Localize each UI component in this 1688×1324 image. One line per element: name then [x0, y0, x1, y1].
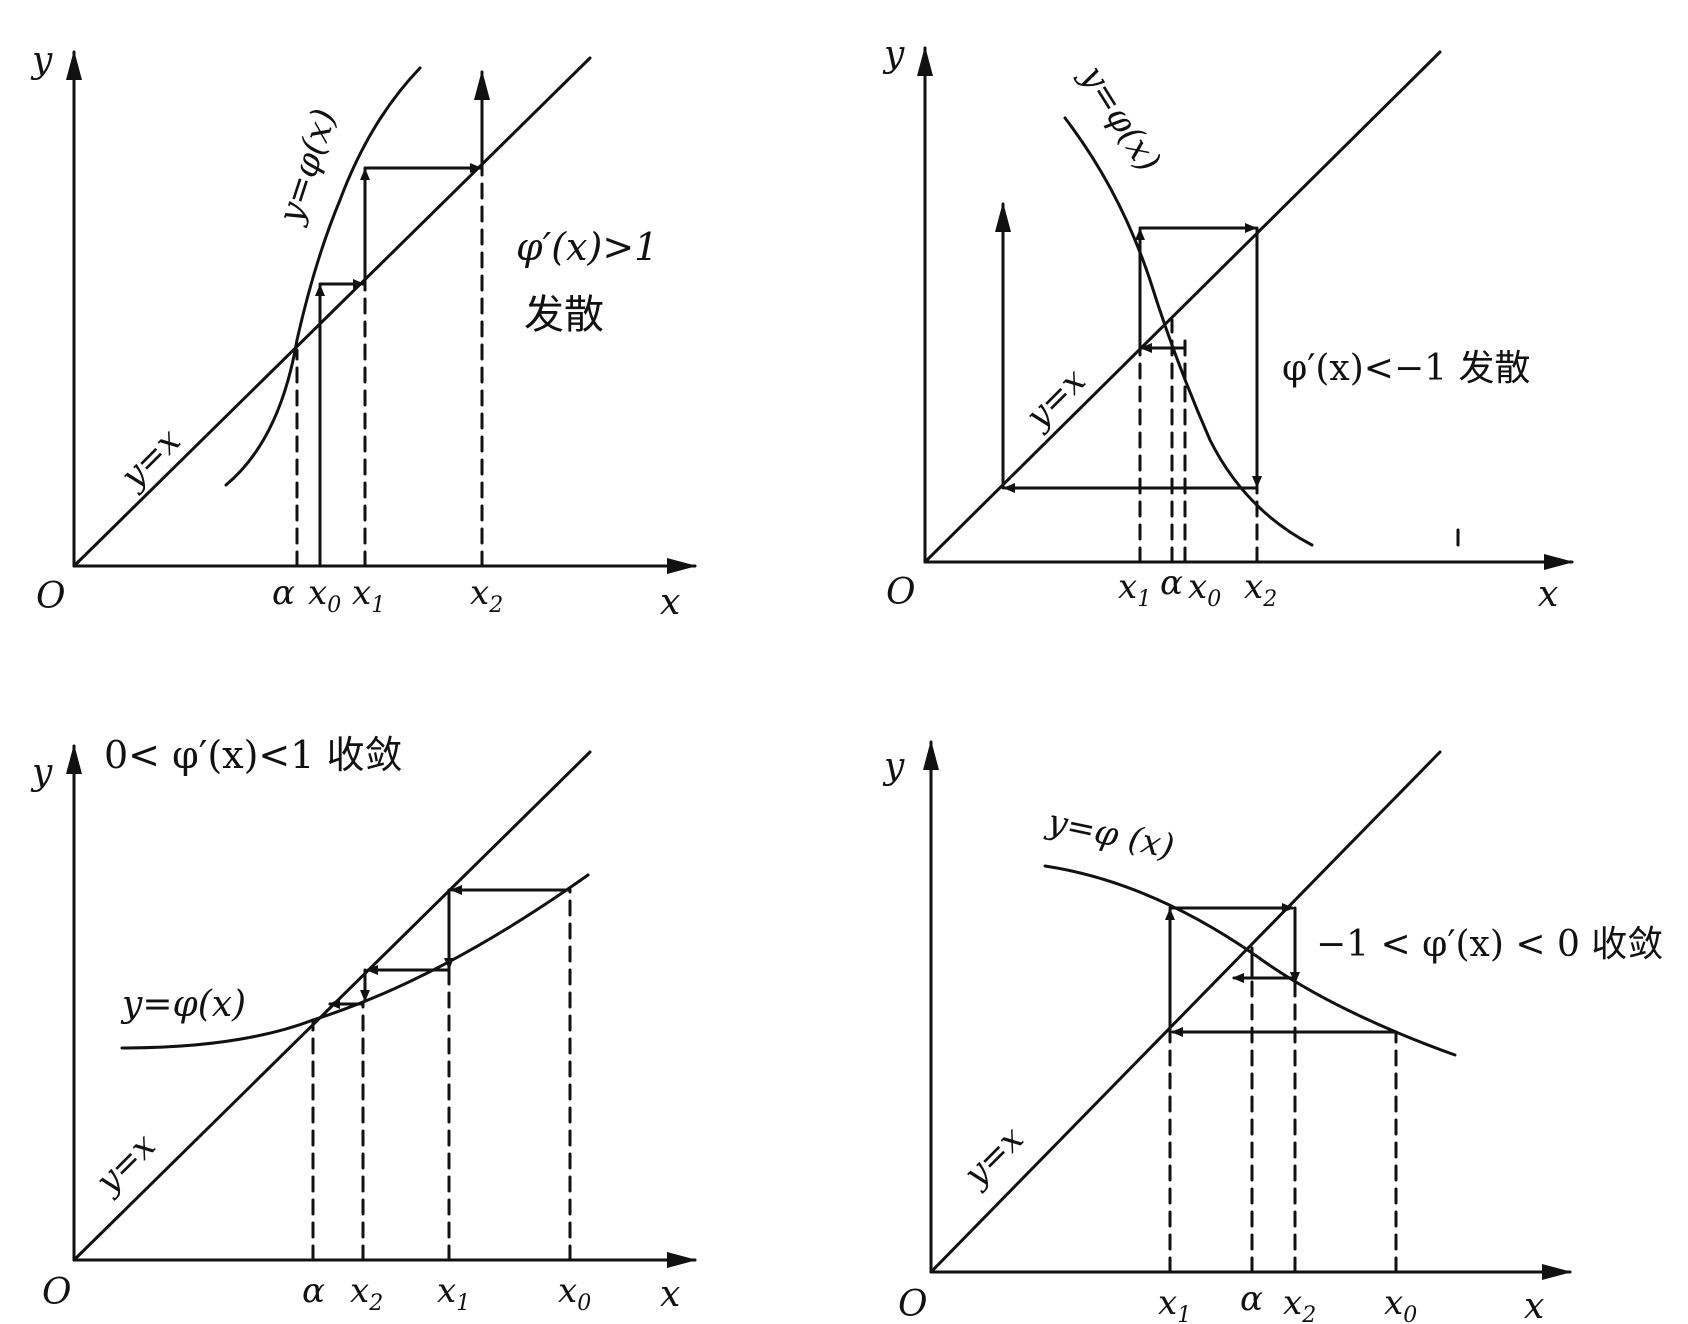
panel-2-cobweb-arrows — [995, 202, 1262, 493]
panel-3-tick-alpha: α — [302, 1271, 325, 1311]
panel-4 — [923, 740, 1572, 1280]
panel-3-curve-label: y=φ(x) — [120, 984, 246, 1025]
panel-3-line-label: y=x — [87, 1126, 164, 1203]
panel-1-curve — [224, 66, 422, 487]
panel-1-axis-x-label: x — [660, 582, 680, 623]
panel-2-line-label: y=x — [1017, 361, 1094, 438]
panel-3-dashed-guides — [311, 888, 572, 1262]
panel-3-axis-x-label: x — [660, 1274, 680, 1315]
panel-4-axis-y-label: y — [882, 746, 905, 787]
panel-2-curve — [1063, 116, 1314, 547]
panel-1-x-ticks: α x0 x1 x2 — [272, 573, 503, 618]
panel-3 — [66, 744, 697, 1268]
panel-4-tick-x0: x0 — [1384, 1283, 1417, 1324]
panel-1-tick-x0: x0 — [308, 573, 341, 618]
panel-1-origin-label: O — [36, 576, 66, 617]
panel-3-axis-y-label: y — [30, 752, 53, 793]
panel-3-tick-x1: x1 — [437, 1271, 470, 1316]
panel-3-tick-x0: x0 — [558, 1271, 591, 1316]
panel-3-curve — [120, 873, 590, 1050]
panel-2-tick-x2: x2 — [1244, 567, 1277, 612]
panel-2-tick-x0: x0 — [1188, 567, 1221, 612]
panel-4-labels: y O x y=x y=φ (x) −1 < φ′(x) < 0 收敛 x1 α… — [882, 746, 1663, 1324]
panel-1-dashed-guides — [295, 166, 484, 568]
panel-1-tick-x1: x1 — [352, 573, 385, 618]
panel-4-tick-alpha: α — [1240, 1279, 1263, 1319]
panel-2-axis-x-label: x — [1538, 574, 1558, 615]
panel-1-tick-x2: x2 — [470, 573, 503, 618]
panel-4-cobweb-arrows — [1165, 903, 1398, 1037]
panel-3-labels: y O x y=x y=φ(x) 0< φ′(x)<1 收敛 α x2 x1 x… — [30, 733, 680, 1316]
panel-1-tick-alpha: α — [272, 573, 295, 613]
panel-2-labels: y O x y=x y=φ(x) φ′(x)<−1 发散 x1 α x0 x2 — [882, 34, 1558, 615]
panel-1-cobweb-arrows — [315, 70, 490, 568]
panel-4-line-label: y=x — [955, 1119, 1032, 1196]
panel-1-line-y-eq-x — [72, 56, 592, 568]
panel-1-condition: φ′(x)>1 — [516, 225, 658, 269]
panel-1 — [66, 50, 697, 574]
panel-1-verdict: 发散 — [524, 292, 604, 338]
panel-4-tick-x1: x1 — [1158, 1283, 1191, 1324]
panel-2-origin-label: O — [886, 572, 916, 613]
panel-2-x-ticks: x1 α x0 x2 — [1118, 563, 1277, 612]
panel-4-condition: −1 < φ′(x) < 0 收敛 — [1316, 924, 1663, 965]
panel-2-tick-x1: x1 — [1118, 567, 1151, 612]
panel-4-line-y-eq-x — [929, 750, 1442, 1274]
panel-4-curve-label: y=φ (x) — [1042, 801, 1177, 867]
panel-2-axis-y-label: y — [882, 34, 905, 75]
panel-1-curve-label: y=φ(x) — [270, 104, 345, 230]
panel-3-condition: 0< φ′(x)<1 收敛 — [104, 733, 403, 777]
panel-4-axis-x-label: x — [1524, 1286, 1544, 1324]
panel-2-curve-label: y=φ(x) — [1071, 57, 1168, 179]
panel-3-tick-x2: x2 — [350, 1271, 383, 1316]
panel-2-dashed-guides — [1138, 318, 1259, 564]
panel-2-line-y-eq-x — [923, 50, 1442, 564]
panel-4-tick-x2: x2 — [1283, 1283, 1316, 1324]
panel-1-axis-y-label: y — [30, 40, 53, 81]
panel-3-x-ticks: α x2 x1 x0 — [302, 1271, 591, 1316]
panel-2-condition: φ′(x)<−1 发散 — [1282, 348, 1530, 389]
panel-4-x-ticks: x1 α x2 x0 — [1158, 1279, 1417, 1324]
panel-3-cobweb-arrows — [328, 885, 572, 1009]
panel-2 — [917, 46, 1574, 570]
panel-3-origin-label: O — [42, 1272, 72, 1313]
panel-2-tick-alpha: α — [1160, 563, 1183, 603]
panel-4-curve — [1043, 864, 1457, 1057]
panel-1-labels: y O x y=x y=φ(x) φ′(x)>1 发散 α x0 x1 x2 — [30, 40, 680, 623]
panel-4-origin-label: O — [898, 1284, 928, 1324]
panel-1-line-label: y=x — [112, 421, 189, 498]
panel-4-dashed-guides — [1168, 946, 1398, 1274]
